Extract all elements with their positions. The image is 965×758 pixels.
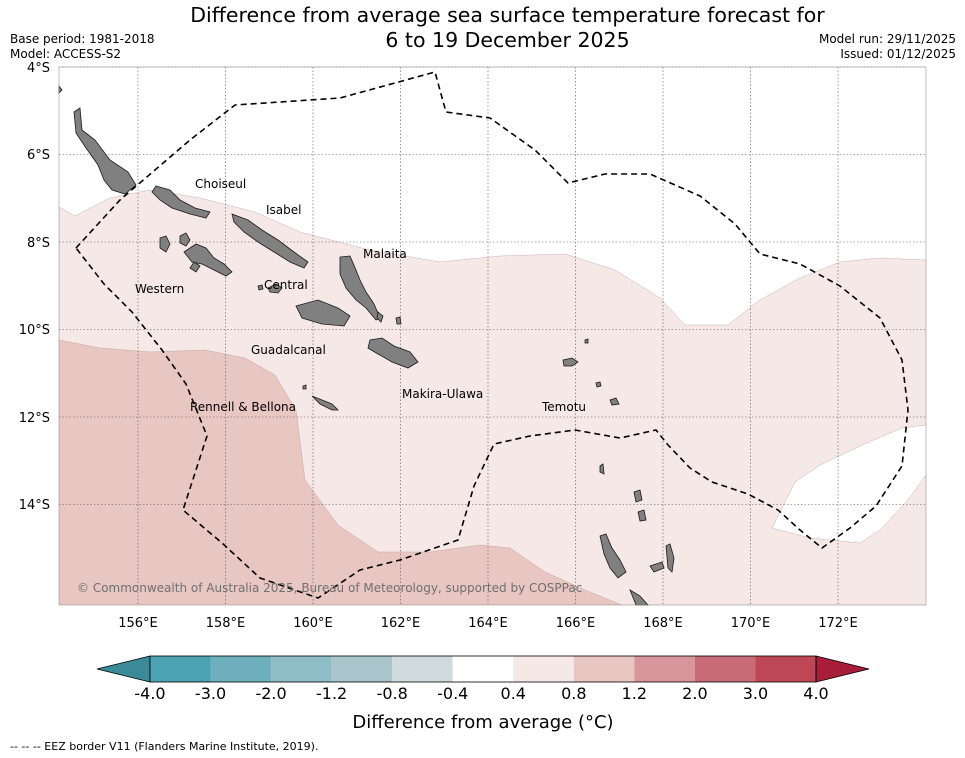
lon-label: 166°E — [556, 616, 596, 631]
island-maramasike — [376, 311, 384, 323]
colorbar-tick-label: 1.2 — [622, 684, 647, 703]
label-isabel: Isabel — [266, 203, 301, 217]
province-labels: Choiseul Isabel Malaita Western Central … — [135, 177, 586, 414]
colorbar-tick-label: 0.8 — [561, 684, 586, 703]
lon-label: 164°E — [468, 616, 508, 631]
island-banks-1 — [633, 489, 643, 503]
lat-label: 6°S — [27, 148, 50, 163]
island-choiseul — [151, 185, 211, 219]
lat-label: 4°S — [27, 61, 50, 76]
meta-left: Base period: 1981-2018 Model: ACCESS-S2 — [10, 32, 155, 61]
lat-label: 8°S — [27, 236, 50, 251]
colorbar-tick-label: -1.2 — [316, 684, 347, 703]
longitude-tick-labels: 156°E 158°E 160°E 162°E 164°E 166°E 168°… — [118, 616, 858, 631]
colorbar-tick-label: -3.0 — [195, 684, 226, 703]
island-maewo — [665, 543, 675, 573]
island-vanikoro — [609, 397, 620, 406]
island-new-georgia — [183, 243, 233, 277]
chart-title: Difference from average sea surface temp… — [180, 3, 835, 53]
lon-label: 158°E — [206, 616, 246, 631]
label-western: Western — [135, 282, 184, 296]
colorbar-tick-label: 0.4 — [501, 684, 526, 703]
label-central: Central — [264, 278, 308, 292]
island-bellona — [302, 384, 307, 390]
colorbar-segment — [392, 656, 453, 682]
lon-label: 162°E — [381, 616, 421, 631]
lon-label: 168°E — [643, 616, 683, 631]
colorbar-segment — [210, 656, 272, 682]
colorbar-segment — [331, 656, 393, 682]
colorbar-segment — [271, 656, 332, 682]
latitude-tick-labels: 4°S 6°S 8°S 10°S 12°S 14°S — [19, 61, 50, 513]
colorbar-tick-labels: -4.0 -3.0 -2.0 -1.2 -0.8 -0.4 0.4 0.8 1.2 2.0 3.0 4… — [134, 684, 828, 703]
colorbar-segment — [694, 656, 756, 682]
colorbar-tick-label: 2.0 — [682, 684, 707, 703]
island-duff — [584, 338, 589, 344]
colorbar-segment — [634, 656, 695, 682]
island-isabel — [231, 213, 309, 269]
island-ambae — [649, 561, 665, 573]
colorbar-segment — [150, 656, 211, 682]
colorbar-segment — [573, 656, 635, 682]
lat-label: 12°S — [19, 411, 50, 426]
label-guadalcanal: Guadalcanal — [251, 343, 326, 357]
title-line-2: 6 to 19 December 2025 — [385, 28, 630, 52]
colorbar-tick-label: 4.0 — [803, 684, 828, 703]
island-torres — [599, 463, 605, 475]
colorbar — [96, 655, 870, 683]
lon-label: 156°E — [118, 616, 158, 631]
colorbar-tick-label: 3.0 — [743, 684, 768, 703]
island-vella — [179, 232, 191, 247]
colorbar-tick-label: -4.0 — [134, 684, 165, 703]
model-run: Model run: 29/11/2025 — [818, 32, 956, 46]
lon-label: 170°E — [731, 616, 771, 631]
lat-label: 14°S — [19, 498, 50, 513]
island-espiritu-santo — [599, 533, 627, 579]
island-banks-2 — [637, 509, 647, 522]
label-rennell-bellona: Rennell & Bellona — [190, 400, 296, 414]
colorbar-segment — [755, 656, 816, 682]
island-russell — [257, 284, 264, 291]
meta-right: Model run: 29/11/2025 Issued: 01/12/2025 — [819, 32, 956, 61]
lon-label: 160°E — [293, 616, 333, 631]
colorbar-tick-label: -2.0 — [255, 684, 286, 703]
map-frame — [58, 66, 927, 606]
copyright-notice: © Commonwealth of Australia 2025, Bureau… — [77, 581, 582, 595]
island-rendova — [189, 261, 201, 273]
issued-date: Issued: 01/12/2025 — [840, 46, 956, 61]
colorbar-tick-label: -0.8 — [377, 684, 408, 703]
island-kolombangara — [159, 235, 171, 253]
eez-border — [74, 71, 909, 599]
title-line-1: Difference from average sea surface temp… — [190, 3, 825, 27]
lat-label: 10°S — [19, 323, 50, 338]
island-choiseul-group — [73, 107, 137, 195]
label-choiseul: Choiseul — [195, 177, 246, 191]
island-rennell — [311, 395, 339, 411]
colorbar-frame — [149, 655, 817, 683]
label-malaita: Malaita — [363, 247, 407, 261]
lon-label: 172°E — [818, 616, 858, 631]
colorbar-segment — [452, 656, 514, 682]
islands — [58, 84, 675, 606]
sst-anomaly-field — [59, 67, 926, 605]
colorbar-extend-high — [815, 655, 870, 683]
eez-legend-note: -- -- -- EEZ border V11 (Flanders Marine… — [10, 740, 319, 753]
label-makira-ulawa: Makira-Ulawa — [402, 387, 483, 401]
model-name: Model: ACCESS-S2 — [10, 46, 122, 61]
colorbar-tick-label: -0.4 — [437, 684, 468, 703]
island-guadalcanal — [295, 299, 351, 327]
island-makira — [367, 337, 419, 369]
colorbar-label: Difference from average (°C) — [352, 712, 613, 733]
island-santa-cruz — [562, 357, 579, 367]
island-central-nggela — [267, 283, 283, 294]
colorbar-segment — [513, 656, 574, 682]
island-utupua — [595, 381, 602, 388]
graticule — [59, 66, 926, 605]
anomaly-region-0-8-1-2 — [59, 339, 623, 605]
island-ulawa — [395, 316, 402, 325]
label-temotu: Temotu — [541, 400, 586, 414]
colorbar-extend-low — [96, 655, 151, 683]
base-period: Base period: 1981-2018 — [10, 32, 155, 46]
